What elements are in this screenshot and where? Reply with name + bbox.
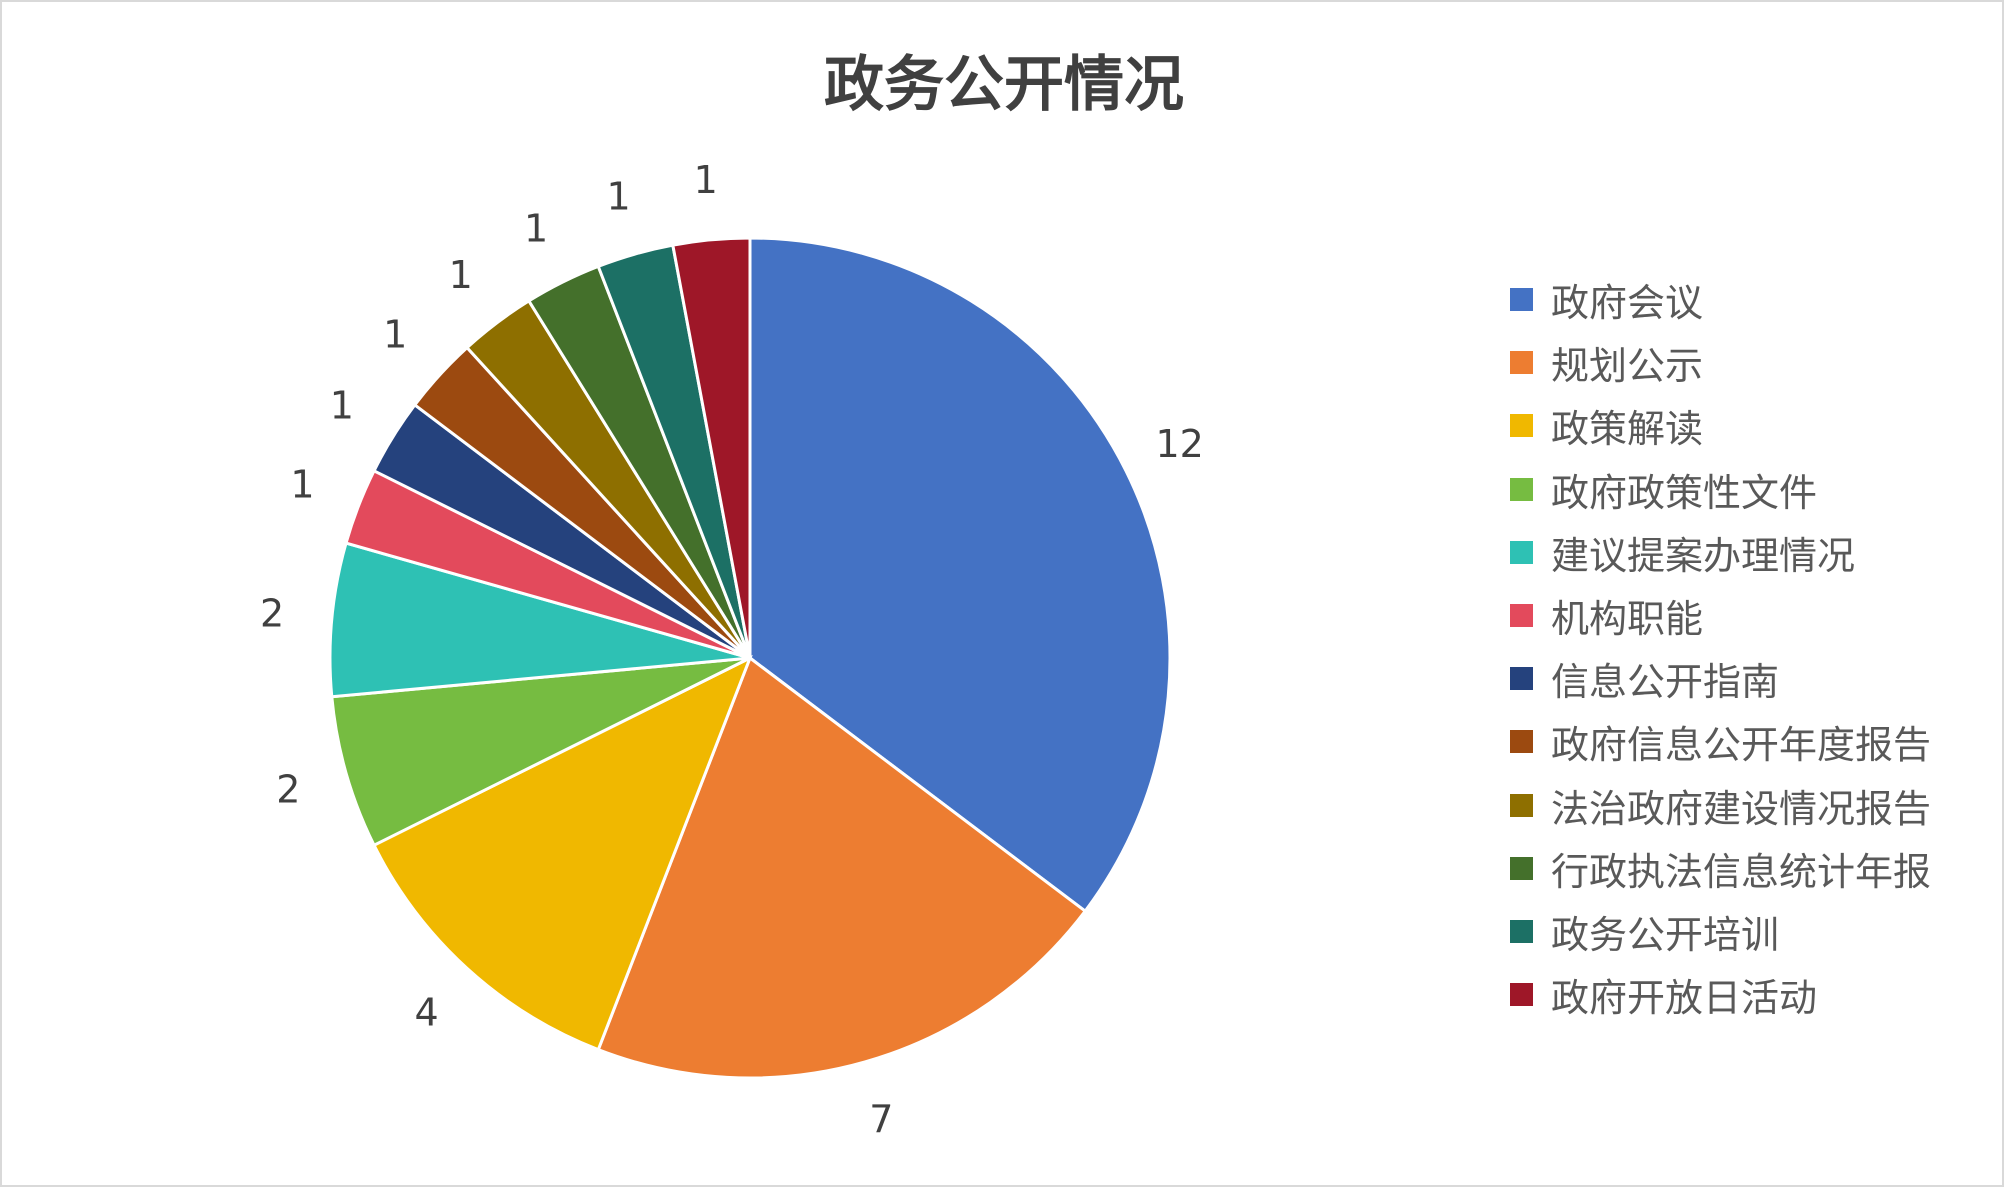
legend-swatch bbox=[1510, 919, 1533, 943]
legend-label: 政府信息公开年度报告 bbox=[1551, 723, 1932, 768]
legend-label: 政务公开培训 bbox=[1551, 912, 1780, 957]
legend-swatch bbox=[1510, 856, 1533, 880]
legend-label: 机构职能 bbox=[1551, 597, 1704, 642]
data-label-4: 2 bbox=[276, 767, 300, 811]
data-label-1: 12 bbox=[1155, 422, 1203, 466]
legend-label: 规划公示 bbox=[1551, 344, 1704, 389]
legend-item: 行政执法信息统计年报 bbox=[1510, 837, 1931, 900]
legend-label: 政府开放日活动 bbox=[1551, 976, 1818, 1021]
data-label-6: 1 bbox=[290, 463, 314, 507]
data-label-7: 1 bbox=[330, 383, 354, 427]
data-label-3: 4 bbox=[415, 991, 439, 1035]
legend-label: 法治政府建设情况报告 bbox=[1551, 786, 1932, 831]
legend-item: 政府信息公开年度报告 bbox=[1510, 710, 1931, 773]
legend-swatch bbox=[1510, 667, 1533, 691]
data-label-9: 1 bbox=[449, 253, 473, 297]
legend-label: 信息公开指南 bbox=[1551, 660, 1780, 705]
legend-label: 政府政策性文件 bbox=[1551, 470, 1818, 515]
legend-swatch bbox=[1510, 730, 1533, 754]
data-label-11: 1 bbox=[607, 174, 631, 218]
legend-item: 法治政府建设情况报告 bbox=[1510, 774, 1931, 837]
legend-swatch bbox=[1510, 604, 1533, 628]
pie-slice-3 bbox=[372, 654, 753, 1052]
legend-item: 政策解读 bbox=[1510, 394, 1931, 457]
legend-swatch bbox=[1510, 351, 1533, 375]
legend-label: 政策解读 bbox=[1551, 407, 1704, 452]
pie-slice-12 bbox=[671, 236, 752, 659]
legend-swatch bbox=[1510, 414, 1533, 438]
legend-swatch bbox=[1510, 477, 1533, 501]
pie-slice-1 bbox=[748, 236, 1172, 914]
legend-label: 政府会议 bbox=[1551, 281, 1704, 326]
legend-swatch bbox=[1510, 540, 1533, 564]
pie-slice-4 bbox=[330, 656, 751, 848]
legend-swatch bbox=[1510, 288, 1533, 312]
legend-item: 机构职能 bbox=[1510, 584, 1931, 647]
data-label-2: 7 bbox=[869, 1098, 893, 1142]
legend-item: 政府政策性文件 bbox=[1510, 458, 1931, 521]
legend-item: 政府会议 bbox=[1510, 268, 1931, 331]
pie-slice-5 bbox=[328, 541, 751, 699]
legend-swatch bbox=[1510, 793, 1533, 817]
pie-slice-2 bbox=[596, 655, 1088, 1080]
data-label-10: 1 bbox=[524, 206, 548, 250]
data-label-12: 1 bbox=[694, 158, 718, 202]
legend-label: 建议提案办理情况 bbox=[1551, 533, 1856, 578]
legend-swatch bbox=[1510, 983, 1533, 1007]
legend-item: 规划公示 bbox=[1510, 331, 1931, 394]
legend-item: 建议提案办理情况 bbox=[1510, 521, 1931, 584]
legend-item: 政府开放日活动 bbox=[1510, 963, 1931, 1026]
chart-title: 政务公开情况 bbox=[824, 50, 1184, 120]
legend-label: 行政执法信息统计年报 bbox=[1551, 849, 1932, 894]
legend-item: 信息公开指南 bbox=[1510, 647, 1931, 710]
legend-item: 政务公开培训 bbox=[1510, 900, 1931, 963]
legend: 政府会议规划公示政策解读政府政策性文件 建议提案办理情况 机构职能信息公开指南政府信… bbox=[1510, 268, 1931, 1026]
data-label-5: 2 bbox=[260, 592, 284, 636]
data-label-8: 1 bbox=[383, 313, 407, 357]
